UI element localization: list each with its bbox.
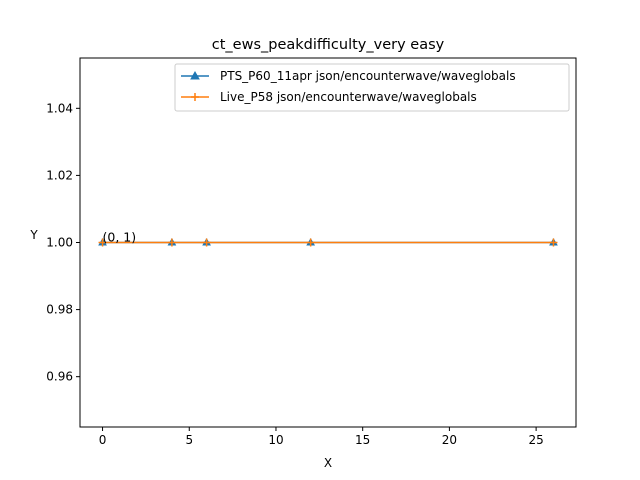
legend-marker-series-1 bbox=[190, 70, 200, 80]
x-tick-label: 5 bbox=[185, 433, 193, 447]
x-tick-label: 0 bbox=[99, 433, 107, 447]
legend-frame bbox=[174, 63, 570, 112]
data-point-series-2 bbox=[98, 238, 107, 247]
legend-label-series-2: Live_P58 json/encounterwave/waveglobals bbox=[220, 90, 477, 104]
y-tick-label: 1.02 bbox=[46, 168, 73, 182]
x-tick-label: 10 bbox=[268, 433, 283, 447]
legend-marker-series-2 bbox=[191, 93, 199, 101]
data-point-series-2 bbox=[202, 238, 211, 247]
y-tick-label: 1.00 bbox=[46, 236, 73, 250]
x-axis-label: X bbox=[324, 456, 332, 470]
x-tick-label: 15 bbox=[355, 433, 370, 447]
plot-area: (0, 1) 0 5 10 15 20 25 0.96 0.98 1.00 1.02 1.04 bbox=[46, 57, 577, 447]
data-point-series-2 bbox=[549, 238, 558, 247]
legend-label-series-1: PTS_P60_11apr json/encounterwave/waveglo… bbox=[220, 69, 516, 83]
y-tick-label: 0.96 bbox=[46, 370, 73, 384]
data-point-series-2 bbox=[167, 238, 176, 247]
y-tick-label: 0.98 bbox=[46, 303, 73, 317]
annotation-label: (0, 1) bbox=[103, 230, 137, 245]
legend: PTS_P60_11apr json/encounterwave/waveglo… bbox=[174, 63, 570, 112]
x-tick-label: 25 bbox=[528, 433, 543, 447]
y-tick-label: 1.04 bbox=[46, 101, 73, 115]
y-axis-label: Y bbox=[29, 228, 38, 242]
data-point-series-2 bbox=[306, 238, 315, 247]
x-tick-label: 20 bbox=[442, 433, 457, 447]
chart-title: ct_ews_peakdifficulty_very easy bbox=[212, 37, 445, 53]
